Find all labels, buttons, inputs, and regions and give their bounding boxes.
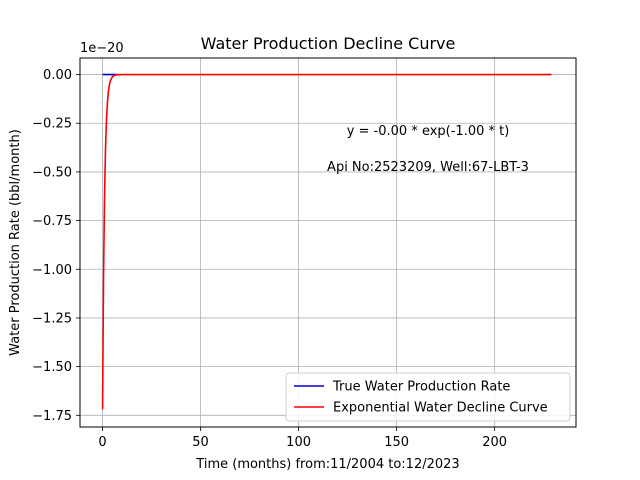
plot-frame: [79, 57, 577, 428]
y-offset-text: 1e−20: [80, 41, 124, 56]
plot-series: [101, 73, 552, 410]
legend: True Water Production Rate Exponential W…: [285, 372, 571, 422]
x-tick-label: 50: [192, 435, 209, 450]
x-tick-label: 150: [384, 435, 409, 450]
y-tick-label: −0.50: [32, 165, 72, 180]
x-tick-label: 100: [286, 435, 311, 450]
legend-label-decline-curve: Exponential Water Decline Curve: [333, 401, 548, 416]
y-tick-label: −1.75: [32, 409, 72, 424]
equation-annotation: y = -0.00 * exp(-1.00 * t): [347, 124, 510, 139]
legend-label-true-rate: True Water Production Rate: [332, 380, 510, 395]
grid-lines: [80, 58, 576, 427]
x-tick-label: 200: [482, 435, 507, 450]
y-tick-label: −1.50: [32, 360, 72, 375]
y-tick-label: 0.00: [43, 68, 72, 83]
series-line-exponential-water-decline-curve: [101, 73, 552, 410]
y-tick-label: −0.75: [32, 214, 72, 229]
axis-ticks: 0 50 100 150 200 0.00 −0.25 −0.50 −0.75 −1.00 −1.2…: [32, 68, 507, 450]
y-tick-label: −1.00: [32, 263, 72, 278]
y-tick-label: −1.25: [32, 311, 72, 326]
y-tick-label: −0.25: [32, 117, 72, 132]
chart-title: Water Production Decline Curve: [201, 34, 456, 53]
well-annotation: Api No:2523209, Well:67-LBT-3: [327, 160, 529, 175]
x-tick-label: 0: [98, 435, 106, 450]
legend-box: [285, 372, 571, 422]
x-axis-label: Time (months) from:11/2004 to:12/2023: [195, 457, 459, 472]
y-axis-label: Water Production Rate (bbl/month): [8, 129, 23, 356]
